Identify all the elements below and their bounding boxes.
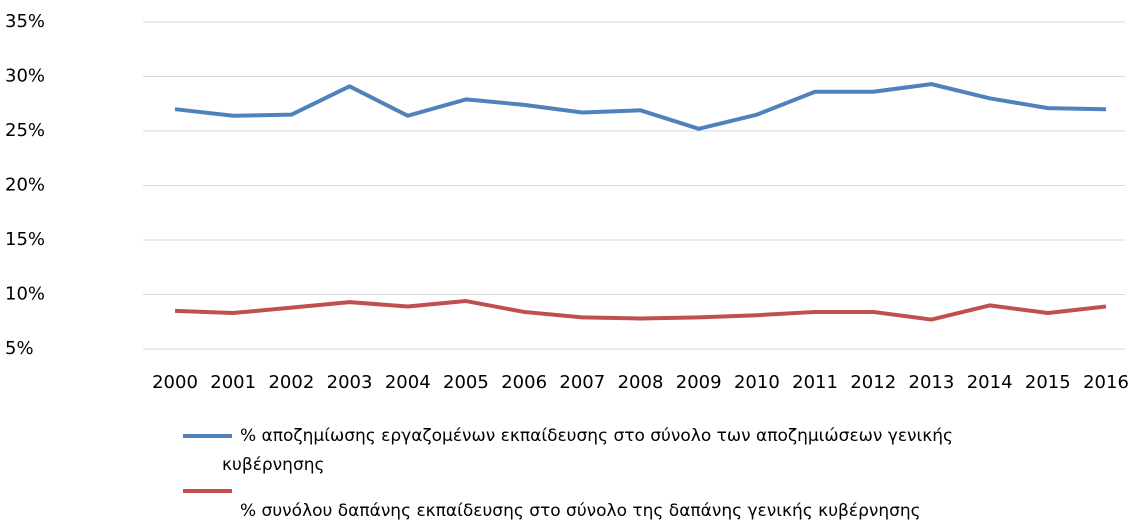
x-tick-label: 2013 <box>909 372 955 393</box>
x-tick-label: 2004 <box>385 372 431 393</box>
x-tick-label: 2005 <box>443 372 489 393</box>
x-tick-label: 2002 <box>268 372 314 393</box>
x-tick-label: 2009 <box>676 372 722 393</box>
y-tick-label: 20% <box>5 175 45 196</box>
x-tick-label: 2003 <box>327 372 373 393</box>
x-tick-label: 2010 <box>734 372 780 393</box>
x-tick-label: 2008 <box>618 372 664 393</box>
legend-label: % συνόλου δαπάνης εκπαίδευσης στο σύνολο… <box>240 501 921 521</box>
x-tick-label: 2001 <box>210 372 256 393</box>
series-line <box>174 299 1107 322</box>
x-tick-label: 2007 <box>559 372 605 393</box>
legend-label: % αποζημίωσης εργαζομένων εκπαίδευσης στ… <box>222 426 954 475</box>
y-tick-label: 5% <box>5 338 34 359</box>
x-tick-label: 2015 <box>1025 372 1071 393</box>
x-tick-label: 2012 <box>850 372 896 393</box>
y-tick-label: 10% <box>5 284 45 305</box>
y-tick-label: 25% <box>5 120 45 141</box>
x-tick-label: 2014 <box>967 372 1013 393</box>
y-tick-label: 35% <box>5 11 45 32</box>
x-tick-label: 2016 <box>1083 372 1129 393</box>
x-tick-label: 2011 <box>792 372 838 393</box>
series-line <box>174 82 1107 131</box>
x-tick-label: 2000 <box>152 372 198 393</box>
y-tick-label: 15% <box>5 229 45 250</box>
y-tick-label: 30% <box>5 66 45 87</box>
x-tick-label: 2006 <box>501 372 547 393</box>
